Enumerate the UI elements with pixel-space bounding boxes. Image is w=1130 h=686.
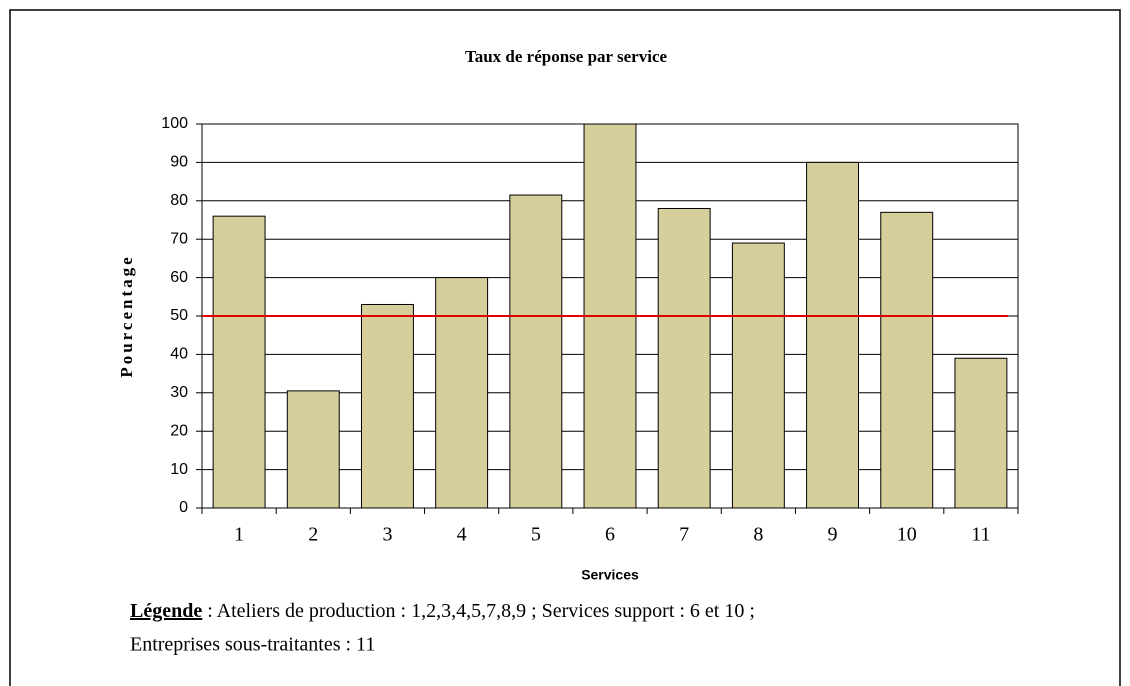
y-tick-label: 80 bbox=[170, 192, 188, 209]
y-tick-label: 20 bbox=[170, 422, 188, 439]
chart-title: Taux de réponse par service bbox=[465, 47, 668, 66]
y-axis-label: Pourcentage bbox=[117, 254, 136, 377]
x-tick-label: 8 bbox=[753, 524, 763, 546]
note-line: : Ateliers de production : 1,2,3,4,5,7,8… bbox=[207, 600, 755, 622]
bar bbox=[954, 357, 1008, 509]
x-tick-label: 6 bbox=[605, 524, 615, 546]
x-tick-label: 7 bbox=[679, 524, 689, 546]
y-tick-label: 50 bbox=[170, 307, 188, 324]
bar bbox=[509, 194, 563, 509]
note-label: Légende bbox=[130, 600, 202, 622]
x-tick-label: 4 bbox=[457, 524, 467, 546]
y-tick-label: 60 bbox=[170, 269, 188, 286]
note: Légende : Ateliers de production : 1,2,3… bbox=[130, 600, 755, 622]
y-tick-label: 90 bbox=[170, 154, 188, 171]
bar bbox=[806, 161, 860, 509]
x-tick-label: 11 bbox=[971, 524, 990, 546]
x-tick-label: 5 bbox=[531, 524, 541, 546]
note-line: Entreprises sous-traitantes : 11 bbox=[130, 634, 375, 656]
y-tick-label: 40 bbox=[170, 346, 188, 363]
x-tick-label: 9 bbox=[828, 524, 838, 546]
x-tick-label: 1 bbox=[234, 524, 244, 546]
x-axis-label: Services bbox=[581, 567, 639, 583]
bar bbox=[286, 390, 340, 509]
y-tick-label: 0 bbox=[179, 499, 188, 516]
bar bbox=[880, 211, 934, 509]
y-tick-label: 70 bbox=[170, 230, 188, 247]
x-tick-label: 2 bbox=[308, 524, 318, 546]
y-tick-label: 100 bbox=[161, 115, 188, 132]
frame bbox=[9, 9, 1121, 686]
bar bbox=[212, 215, 266, 509]
bar bbox=[657, 207, 711, 509]
x-tick-label: 3 bbox=[382, 524, 392, 546]
bar bbox=[360, 303, 414, 509]
bar bbox=[435, 277, 489, 509]
y-tick-label: 10 bbox=[170, 461, 188, 478]
bar bbox=[731, 242, 785, 509]
y-tick-label: 30 bbox=[170, 384, 188, 401]
x-tick-label: 10 bbox=[897, 524, 917, 546]
